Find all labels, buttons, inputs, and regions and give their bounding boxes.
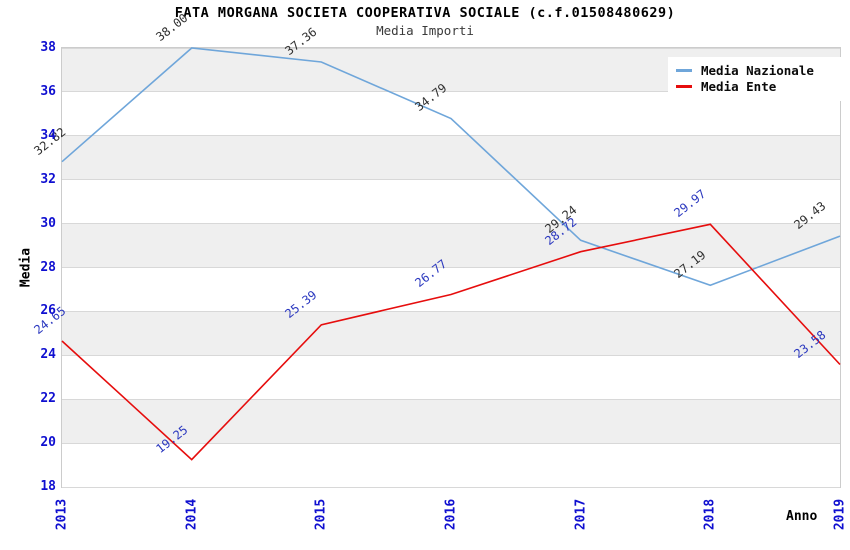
legend-label: Media Nazionale xyxy=(701,63,814,78)
y-tick-label: 20 xyxy=(40,435,56,451)
series-lines xyxy=(61,47,841,461)
background-band xyxy=(62,223,840,268)
y-tick-label: 30 xyxy=(40,215,56,231)
y-tick-label: 36 xyxy=(40,83,56,99)
x-tick-label: 2015 xyxy=(313,498,329,531)
x-tick-label: 2014 xyxy=(184,498,200,531)
y-tick-label: 28 xyxy=(40,259,56,275)
x-tick-label: 2017 xyxy=(573,498,589,531)
gridline xyxy=(62,486,840,488)
background-band xyxy=(62,135,840,180)
y-tick-label: 38 xyxy=(40,40,56,55)
legend-item-media-ente: Media Ente xyxy=(676,79,836,94)
gridline xyxy=(62,47,840,49)
x-tick-label: 2013 xyxy=(54,498,70,531)
gridline xyxy=(62,354,840,356)
gridline xyxy=(62,310,840,312)
y-tick-label: 22 xyxy=(40,391,56,407)
gridline xyxy=(62,442,840,444)
chart-title: FATA MORGANA SOCIETA COOPERATIVA SOCIALE… xyxy=(174,5,676,21)
y-tick-label: 32 xyxy=(40,171,56,187)
background-band xyxy=(62,399,840,444)
gridline xyxy=(62,91,840,93)
gridline xyxy=(62,223,840,225)
y-tick-label: 26 xyxy=(40,303,56,319)
gridline xyxy=(62,135,840,137)
y-tick-label: 34 xyxy=(40,127,56,143)
media-nazionale-line-swatch xyxy=(676,69,692,72)
x-tick-label: 2016 xyxy=(443,498,459,531)
gridline xyxy=(62,398,840,400)
x-tick-label: 2019 xyxy=(832,498,848,531)
line-media-nazionale xyxy=(61,47,841,287)
plot-area: 32.82 38.00 37.36 34.79 29.24 27.19 29.43 24.65… xyxy=(31,11,847,530)
background-band xyxy=(62,311,840,356)
y-tick-label: 18 xyxy=(40,479,56,494)
y-tick-label: 24 xyxy=(40,347,56,363)
line-media-ente xyxy=(61,223,841,461)
gridline xyxy=(62,267,840,268)
media-ente-line-swatch xyxy=(676,85,692,88)
x-axis-title: Anno xyxy=(786,509,818,524)
chart-subtitle: Media Importi xyxy=(376,23,474,38)
legend: Media Nazionale Media Ente xyxy=(668,57,844,101)
gridline xyxy=(62,179,840,181)
legend-label: Media Ente xyxy=(701,79,777,94)
x-tick-label: 2018 xyxy=(702,498,718,531)
legend-item-media-nazionale: Media Nazionale xyxy=(676,63,836,78)
